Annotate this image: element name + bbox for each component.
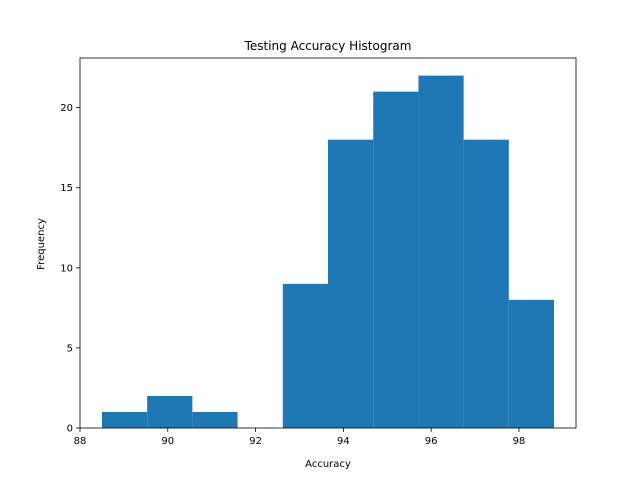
bars-group [101, 75, 555, 429]
histogram-bar [147, 395, 193, 428]
y-tick-label: 15 [60, 183, 73, 194]
y-tick-label: 20 [60, 103, 73, 114]
histogram-bar [282, 283, 328, 428]
x-tick-label: 94 [337, 436, 350, 447]
y-axis-ticks: 0 5 10 15 20 [60, 103, 80, 435]
histogram-bar [463, 139, 509, 429]
x-axis-label: Accuracy [305, 459, 351, 470]
histogram-bar [192, 411, 238, 428]
y-tick-label: 0 [67, 424, 73, 435]
x-axis-ticks: 88 90 92 94 96 98 [74, 428, 526, 447]
x-tick-label: 96 [425, 436, 438, 447]
plot-frame [79, 57, 577, 429]
x-tick-label: 90 [161, 436, 174, 447]
histogram-bar [373, 91, 419, 429]
chart-title: Testing Accuracy Histogram [244, 39, 412, 53]
histogram-bar [328, 139, 374, 429]
y-tick-label: 5 [67, 343, 73, 354]
histogram-bar [101, 411, 148, 428]
histogram-bar [508, 299, 555, 428]
x-tick-label: 92 [249, 436, 262, 447]
histogram-bar [418, 75, 464, 428]
x-tick-label: 88 [74, 436, 87, 447]
y-axis-label: Frequency [36, 218, 47, 270]
x-tick-label: 98 [513, 436, 526, 447]
y-tick-label: 10 [60, 263, 73, 274]
